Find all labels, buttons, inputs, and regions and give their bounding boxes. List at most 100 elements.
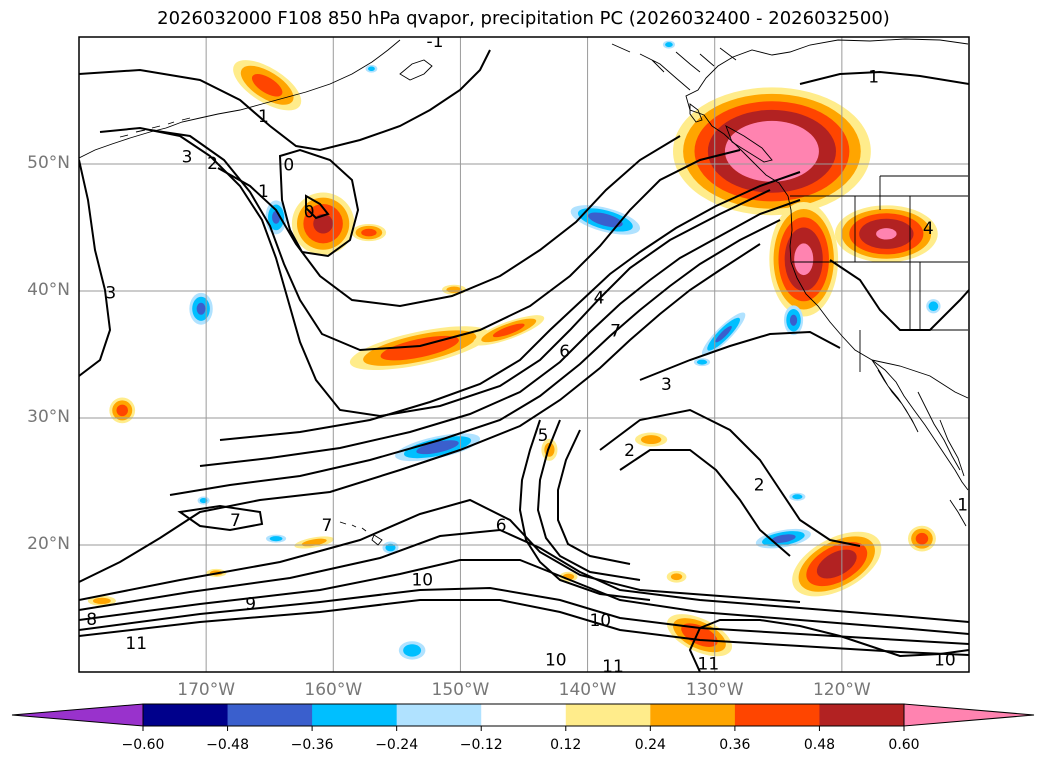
precip-negative-patch — [365, 64, 378, 73]
longitude-label: 160°W — [304, 680, 363, 700]
precip-negative-patch — [701, 312, 746, 356]
precip-level-fill — [665, 42, 673, 48]
precip-level-fill — [199, 498, 208, 504]
contour-3-east — [639, 330, 841, 381]
contour-label: 7 — [230, 511, 241, 531]
precip-level-fill — [368, 66, 375, 72]
precip-level-fill — [380, 335, 459, 361]
precip-negative-patch — [189, 292, 213, 325]
precip-level-fill — [385, 543, 396, 552]
precip-level-fill — [272, 210, 281, 224]
colorbar-outline — [142, 703, 905, 727]
precip-level-fill — [313, 213, 333, 234]
latitude-label: 50°N — [27, 153, 70, 173]
coastline-north-america — [685, 38, 969, 491]
coastline-haida-gwaii — [689, 103, 703, 123]
colorbar-segment — [819, 704, 905, 726]
precip-level-fill — [269, 536, 283, 542]
contour-label: 11 — [698, 654, 720, 674]
qvapor-contours — [79, 49, 969, 672]
contour-label: 10 — [545, 651, 567, 671]
contour-label: 2 — [207, 154, 218, 174]
precip-level-fill — [789, 314, 798, 326]
coastline-baja — [871, 359, 919, 433]
contour-2-inner — [619, 449, 791, 557]
coastline-hawaii — [339, 521, 383, 546]
aleutian-islands — [119, 117, 191, 138]
contour-11-south-b — [79, 586, 969, 645]
colorbar-tick-label: −0.60 — [121, 737, 165, 753]
precip-level-fill — [116, 404, 128, 417]
precip-negative-patch — [755, 528, 811, 549]
precip-negative-patch — [266, 534, 287, 543]
longitude-label: 150°W — [431, 680, 490, 700]
colorbar-segment — [396, 704, 482, 726]
contour-label: -1 — [427, 32, 444, 52]
contour-6 — [169, 219, 781, 496]
precip-negative-patch — [693, 358, 711, 367]
colorbar-tick-label: 0.24 — [634, 737, 666, 753]
precip-positive-patch — [442, 284, 467, 295]
contour-label: 6 — [559, 342, 570, 362]
precip-positive-patch — [907, 525, 936, 552]
colorbar — [11, 703, 1035, 731]
contour-jet-sw-c — [557, 429, 631, 565]
colorbar-tick-label: 0.60 — [888, 737, 920, 753]
contour-label: 2 — [624, 441, 635, 461]
contour-label: 3 — [661, 375, 672, 395]
contour-4-east — [829, 259, 969, 331]
longitude-label: 140°W — [558, 680, 617, 700]
colorbar-segment — [565, 704, 651, 726]
precip-level-fill — [301, 538, 327, 547]
precip-negative-patch — [395, 433, 481, 462]
contour-label: 3 — [105, 284, 116, 304]
precip-level-fill — [968, 455, 969, 470]
contour-label: 2 — [754, 475, 765, 495]
latitude-label: 30°N — [27, 407, 70, 427]
precip-positive-patch — [834, 205, 938, 263]
coastlines-borders — [79, 38, 969, 546]
colorbar-segment — [312, 704, 398, 726]
coastline-kodiak — [399, 59, 433, 81]
contour-label: 1 — [258, 182, 269, 202]
colorbar-segment — [143, 704, 229, 726]
colorbar-segment — [650, 704, 736, 726]
precip-level-fill — [792, 494, 803, 500]
precip-level-fill — [928, 301, 939, 312]
colorbar-tick-label: −0.24 — [375, 737, 419, 753]
coastline-alaska-peninsula — [79, 39, 401, 159]
precip-level-fill — [915, 532, 929, 545]
contour-label: 6 — [496, 516, 507, 536]
precip-level-fill — [588, 212, 623, 228]
contour-2-east — [599, 408, 861, 547]
precip-level-fill — [724, 120, 819, 182]
contour-7-mid — [79, 243, 761, 583]
border-us-mexico — [871, 359, 969, 399]
precip-level-fill — [196, 302, 206, 315]
precip-level-fill — [251, 74, 283, 97]
contour-label: 9 — [245, 595, 256, 615]
contour-label: 10 — [411, 571, 433, 591]
border-states — [792, 175, 968, 372]
latitude-label: 20°N — [27, 534, 70, 554]
precip-level-fill — [361, 228, 377, 237]
precip-level-fill — [816, 549, 857, 579]
contour-0-loop — [278, 148, 360, 258]
latitude-label: 40°N — [27, 280, 70, 300]
precip-positive-patch — [635, 432, 668, 447]
contour-label: 3 — [182, 148, 193, 168]
contour-jet-sw-b — [536, 419, 641, 581]
precip-negative-patch — [197, 496, 210, 505]
contour-11-south — [79, 599, 969, 656]
contour-10-south — [79, 559, 969, 635]
precip-level-fill — [92, 597, 111, 605]
contour-label: 8 — [86, 610, 97, 630]
precip-negative-patch — [662, 40, 675, 49]
plot-title: 2026032000 F108 850 hPa qvapor, precipit… — [157, 8, 890, 29]
contour-label: 11 — [125, 634, 147, 654]
contour-label: 0 — [283, 155, 294, 175]
contour-label: 7 — [610, 322, 621, 342]
longitude-label: 120°W — [812, 680, 871, 700]
